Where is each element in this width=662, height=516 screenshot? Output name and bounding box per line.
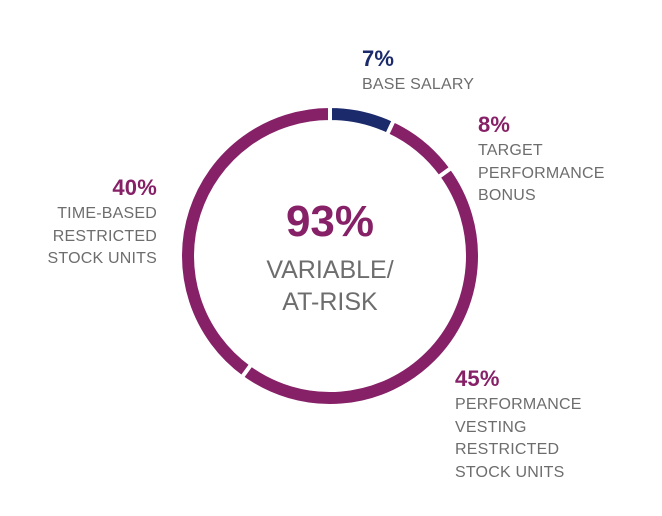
value-label: 40%: [112, 175, 157, 200]
value-label: 8%: [478, 112, 511, 137]
center-label: 93%: [285, 197, 375, 246]
category-label: PERFORMANCE VESTING RESTRICTED STOCK UNI…: [455, 396, 582, 481]
slice-label: 7% BASE SALARY: [362, 44, 522, 97]
category-label: TIME-BASED RESTRICTED STOCK UNITS: [47, 205, 157, 267]
donut-segment: [328, 103, 397, 138]
value-label: 7%: [362, 46, 395, 71]
slice-label: 8% TARGET PERFORMANCE BONUS: [478, 110, 628, 208]
value-label: 45%: [455, 366, 500, 391]
center-text: VARIABLE/ AT-RISK: [266, 256, 394, 316]
slice-label: 45% PERFORMANCE VESTING RESTRICTED STOCK …: [455, 364, 595, 484]
category-label: BASE SALARY: [362, 76, 475, 93]
slice-label: 40% TIME-BASED RESTRICTED STOCK UNITS: [22, 173, 157, 271]
category-label: TARGET PERFORMANCE BONUS: [478, 142, 605, 204]
donut-segment: [384, 117, 455, 181]
center-annotation: 93% VARIABLE/ AT-RISK: [230, 196, 430, 318]
donut-segment: [178, 103, 332, 381]
